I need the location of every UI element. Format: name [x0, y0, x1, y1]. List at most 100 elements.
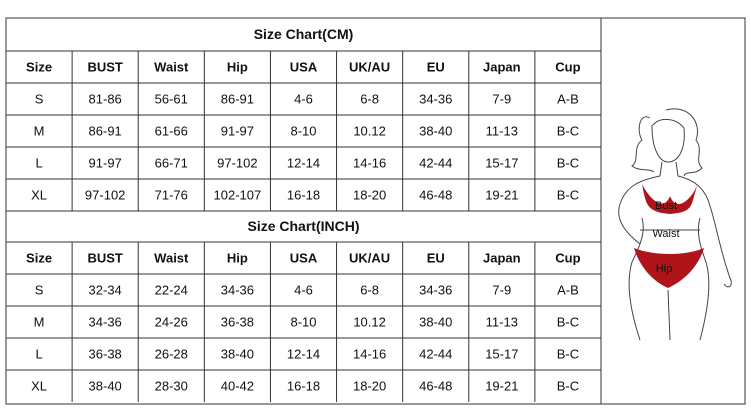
header-cell: Japan: [483, 250, 521, 265]
table-cell: 4-6: [294, 282, 313, 297]
table-cell: 46-48: [419, 187, 452, 202]
table-cell: 7-9: [492, 282, 511, 297]
table-cell: 18-20: [353, 187, 386, 202]
table-cell: 18-20: [353, 378, 386, 393]
table-cell: 6-8: [360, 91, 379, 106]
table-cell: 26-28: [155, 346, 188, 361]
header-cell: Hip: [227, 59, 248, 74]
table-cell: 24-26: [155, 314, 188, 329]
header-cell: Hip: [227, 250, 248, 265]
table-cell: 8-10: [290, 123, 316, 138]
table-cell: 14-16: [353, 346, 386, 361]
table-cell: 34-36: [419, 282, 452, 297]
table-cell: 22-24: [155, 282, 188, 297]
table-cell: 16-18: [287, 187, 320, 202]
table-cell: B-C: [557, 346, 579, 361]
table-cell: XL: [31, 187, 47, 202]
header-cell: Cup: [555, 250, 580, 265]
header-cell: EU: [427, 250, 445, 265]
table-title: Size Chart(CM): [254, 26, 354, 42]
figure: [618, 108, 732, 341]
header-cell: Japan: [483, 59, 521, 74]
table-cell: 71-76: [155, 187, 188, 202]
table-cell: 12-14: [287, 155, 320, 170]
table-cell: 12-14: [287, 346, 320, 361]
table-title: Size Chart(INCH): [247, 218, 359, 234]
table-cell: 66-71: [155, 155, 188, 170]
table-cell: S: [35, 91, 44, 106]
table-cell: 11-13: [486, 123, 518, 138]
table-cell: A-B: [557, 282, 579, 297]
header-cell: Size: [26, 59, 52, 74]
bikini-top: [642, 184, 698, 214]
table-cell: 16-18: [287, 378, 320, 393]
table-cell: B-C: [557, 378, 579, 393]
figure-label: Hip: [656, 263, 673, 275]
table-cell: 42-44: [419, 346, 452, 361]
table-cell: 81-86: [89, 91, 122, 106]
table-cell: 15-17: [485, 155, 518, 170]
table-cell: 36-38: [221, 314, 254, 329]
header-cell: USA: [290, 59, 318, 74]
table-cell: 38-40: [89, 378, 122, 393]
table-cell: M: [34, 314, 45, 329]
header-cell: BUST: [87, 250, 122, 265]
table-cell: 6-8: [360, 282, 379, 297]
table-cell: 28-30: [155, 378, 188, 393]
header-cell: Waist: [154, 59, 189, 74]
table-cell: 91-97: [221, 123, 254, 138]
table-cell: 15-17: [485, 346, 518, 361]
table-cell: 40-42: [221, 378, 254, 393]
table-cell: 86-91: [89, 123, 122, 138]
table-cell: 32-34: [89, 282, 122, 297]
header-cell: Waist: [154, 250, 189, 265]
table-cell: B-C: [557, 123, 579, 138]
table-cell: 97-102: [217, 155, 257, 170]
table-cell: B-C: [557, 155, 579, 170]
table-cell: 46-48: [419, 378, 452, 393]
table-cell: B-C: [557, 314, 579, 329]
table-cell: 11-13: [486, 314, 518, 329]
table-cell: A-B: [557, 91, 579, 106]
table-cell: 19-21: [485, 378, 518, 393]
table-cell: 4-6: [294, 91, 313, 106]
table-cell: 10.12: [353, 314, 386, 329]
table-cell: B-C: [557, 187, 579, 202]
figure-label: Bust: [655, 200, 677, 212]
table-cell: 56-61: [155, 91, 188, 106]
table-cell: 34-36: [221, 282, 254, 297]
table-cell: 42-44: [419, 155, 452, 170]
table-cell: 38-40: [419, 314, 452, 329]
table-cell: 38-40: [221, 346, 254, 361]
table-cell: 61-66: [155, 123, 188, 138]
table-cell: L: [35, 346, 42, 361]
table-cell: 36-38: [89, 346, 122, 361]
header-cell: BUST: [87, 59, 122, 74]
table-cell: 102-107: [214, 187, 262, 202]
table-cell: XL: [31, 378, 47, 393]
table-cell: M: [34, 123, 45, 138]
table-cell: 86-91: [221, 91, 254, 106]
table-cell: L: [35, 155, 42, 170]
table-cell: 91-97: [89, 155, 122, 170]
header-cell: Size: [26, 250, 52, 265]
table-cell: 34-36: [419, 91, 452, 106]
table-cell: 38-40: [419, 123, 452, 138]
header-cell: UK/AU: [349, 250, 390, 265]
table-cell: 7-9: [492, 91, 511, 106]
table-cell: 10.12: [353, 123, 386, 138]
header-cell: EU: [427, 59, 445, 74]
bikini-bottom: [634, 248, 704, 288]
header-cell: UK/AU: [349, 59, 390, 74]
figure-label: Waist: [652, 228, 679, 240]
table-cell: 14-16: [353, 155, 386, 170]
header-cell: USA: [290, 250, 318, 265]
table-cell: 8-10: [290, 314, 316, 329]
table-cell: 19-21: [485, 187, 518, 202]
table-cell: 97-102: [85, 187, 125, 202]
table-cell: S: [35, 282, 44, 297]
table-cell: 34-36: [89, 314, 122, 329]
header-cell: Cup: [555, 59, 580, 74]
